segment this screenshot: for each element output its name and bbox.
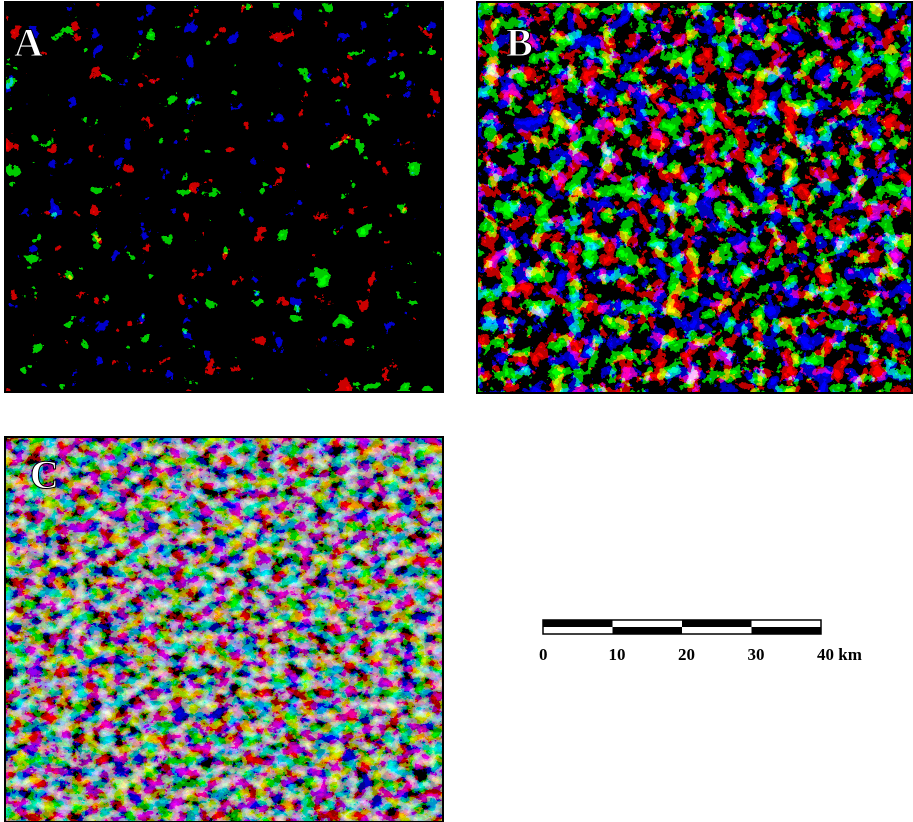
panel-a: A [5,2,443,392]
scale-label: 20 [678,645,695,664]
scale-label: 30 [748,645,765,664]
scale-segment [752,627,822,634]
scale-label: 40 km [817,645,862,664]
panel-b: B [477,2,913,393]
panel-label: C [30,452,59,497]
scale-bar: 0 10 20 30 40 km [539,620,862,664]
scale-segment [543,620,613,627]
scale-label: 10 [609,645,626,664]
panel-label: A [14,20,43,65]
scale-label: 0 [539,645,548,664]
panel-c: C [5,437,443,822]
satellite-image [5,2,443,392]
satellite-image [477,2,913,393]
scale-segment [682,620,752,627]
panel-label: B [506,20,533,65]
figure: A B C 0 10 20 30 40 km [0,0,913,822]
satellite-image [5,437,443,822]
scale-segment [613,627,683,634]
